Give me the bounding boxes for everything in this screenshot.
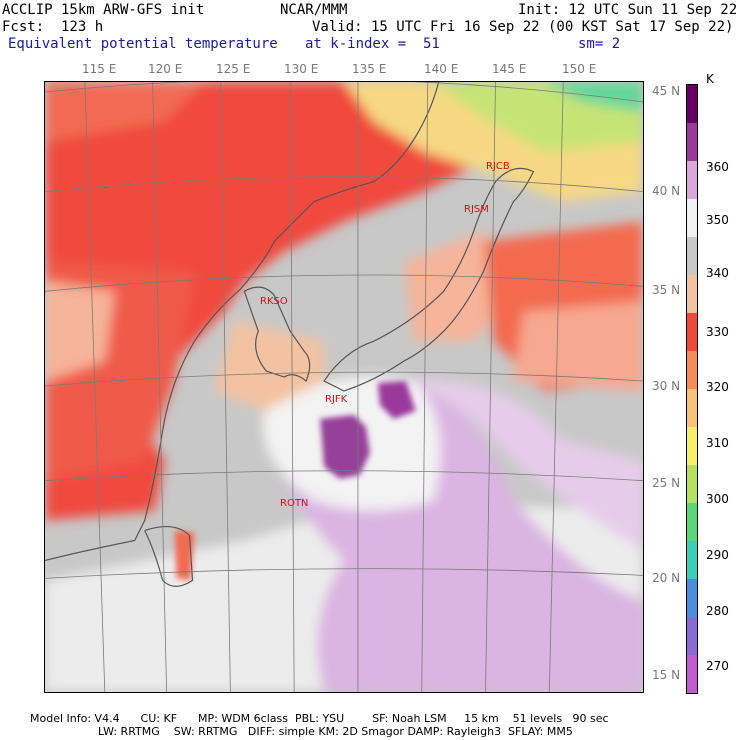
map-field (44, 81, 644, 693)
salmon-patch-west (45, 281, 115, 382)
station-label: ROTN (280, 498, 309, 509)
lat-line-40n (45, 176, 643, 193)
korea-coastline (243, 286, 311, 383)
lon-label: 150 E (562, 62, 597, 76)
purple-ocean-east (403, 379, 643, 551)
purple-cell (377, 381, 416, 419)
colorbar-swatch (687, 427, 697, 466)
red-airmass-north (45, 82, 484, 521)
salmon-east-ocean (513, 301, 643, 391)
japan-coastline (323, 167, 535, 392)
colorbar-swatch (687, 389, 697, 428)
salmon-korea-patch (214, 321, 325, 411)
colorbar-swatch (687, 161, 697, 200)
colorbar-swatch (687, 313, 697, 352)
lon-label: 120 E (148, 62, 183, 76)
taiwan-coastline (144, 525, 194, 587)
mainland-coastline (45, 82, 440, 562)
colorbar-label: 290 (706, 548, 729, 562)
lon-line-130e (289, 82, 295, 692)
lat-line-35n (45, 274, 643, 292)
lon-label: 135 E (352, 62, 387, 76)
lat-label: 15 N (652, 668, 681, 682)
organization-label: NCAR/MMM (280, 2, 348, 18)
lat-label: 20 N (652, 571, 681, 585)
footer-model-info: Model Info: V4.4 CU: KF MP: WDM 6class P… (30, 712, 609, 725)
lon-label: 145 E (492, 62, 527, 76)
colorbar-label: 270 (706, 659, 729, 673)
colorbar-label: 330 (706, 325, 729, 339)
lat-label: 30 N (652, 379, 681, 393)
station-label: RJFK (325, 394, 348, 405)
station-label: RJCB (486, 161, 510, 172)
lon-label: 115 E (82, 62, 117, 76)
lat-label: 25 N (652, 476, 681, 490)
lon-line-145e (485, 82, 496, 692)
colorbar-swatch (687, 465, 697, 504)
colorbar-swatch (687, 199, 697, 238)
colorbar-swatch (687, 123, 697, 162)
level-label: at k-index = 51 (305, 36, 440, 52)
field-name: Equivalent potential temperature (8, 36, 278, 52)
lat-label: 40 N (652, 184, 681, 198)
colorbar-unit: K (706, 72, 714, 86)
colorbar-label: 340 (706, 266, 729, 280)
lat-line-45n (45, 82, 643, 103)
colorbar-swatch (687, 351, 697, 390)
colorbar-label: 280 (706, 604, 729, 618)
colorbar-swatch (687, 541, 697, 580)
colorbar (686, 84, 698, 694)
lat-label: 45 N (652, 84, 681, 98)
colorbar-label: 350 (706, 213, 729, 227)
colorbar-label: 320 (706, 380, 729, 394)
colorbar-swatch (687, 655, 697, 693)
colorbar-label: 360 (706, 160, 729, 174)
colorbar-swatch (687, 275, 697, 314)
orange-northwest (45, 82, 205, 142)
colorbar-swatch (687, 503, 697, 542)
lat-label: 35 N (652, 283, 681, 297)
colorbar-swatch (687, 85, 697, 124)
station-label: RJSM (464, 204, 489, 215)
lon-label: 140 E (424, 62, 459, 76)
station-label: RKSO (260, 296, 288, 307)
init-time: Init: 12 UTC Sun 11 Sep 22 (518, 2, 738, 18)
lon-label: 130 E (284, 62, 319, 76)
lon-line-125e (220, 82, 231, 692)
lon-line-140e (421, 82, 429, 692)
teal-north (543, 82, 643, 112)
lon-line-115e (84, 82, 106, 692)
footer-physics-info: LW: RRTMG SW: RRTMG DIFF: simple KM: 2D … (98, 725, 573, 738)
colorbar-label: 310 (706, 436, 729, 450)
colorbar-swatch (687, 579, 697, 618)
model-title: ACCLIP 15km ARW-GFS init (2, 2, 205, 18)
lat-line-25n (45, 470, 643, 482)
smoothing-label: sm= 2 (578, 36, 621, 52)
lat-line-30n (45, 371, 643, 387)
valid-time: Valid: 15 UTC Fri 16 Sep 22 (00 KST Sat … (312, 19, 734, 35)
typhoon-core (320, 414, 370, 479)
colorbar-swatch (687, 617, 697, 656)
colorbar-label: 300 (706, 492, 729, 506)
lon-line-150e (548, 82, 564, 692)
colorbar-swatch (687, 237, 697, 276)
lat-line-20n (45, 568, 643, 579)
forecast-hour: Fcst: 123 h (2, 19, 104, 35)
lon-label: 125 E (216, 62, 251, 76)
lon-line-120e (152, 82, 167, 692)
